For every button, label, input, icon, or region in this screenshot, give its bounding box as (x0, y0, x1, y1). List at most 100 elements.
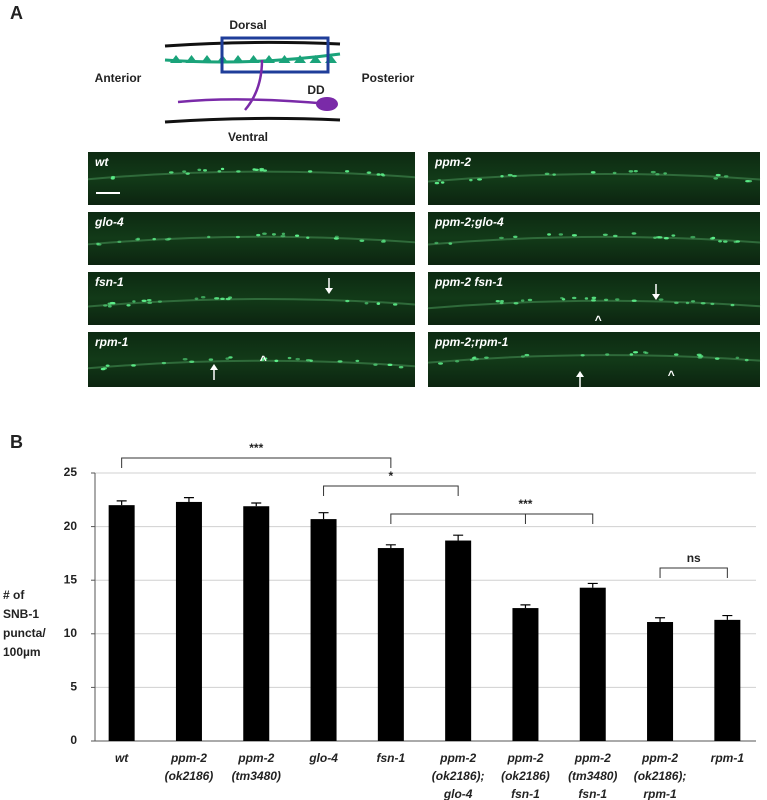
puncta (334, 235, 339, 239)
puncta (655, 173, 660, 176)
puncta (185, 172, 190, 175)
puncta (164, 238, 171, 241)
x-tick-label-line: (tm3480) (568, 769, 617, 783)
synapse (247, 55, 260, 63)
puncta (281, 232, 286, 236)
synapse (294, 55, 306, 63)
posterior-label: Posterior (362, 71, 415, 85)
puncta (381, 240, 386, 243)
puncta (217, 170, 222, 173)
axon-trace (87, 235, 416, 246)
puncta (280, 234, 286, 238)
puncta (376, 302, 381, 305)
puncta (141, 299, 147, 302)
x-tick-label-line: rpm-1 (643, 787, 677, 800)
puncta (398, 366, 404, 369)
arrow-head (652, 294, 660, 300)
caret: ^ (259, 353, 266, 367)
puncta (547, 233, 551, 236)
puncta (650, 170, 656, 174)
puncta (713, 177, 719, 180)
puncta (520, 299, 525, 302)
puncta (572, 296, 577, 300)
x-tick-label: ppm-2 (tm3480) fsn-1 (568, 751, 617, 800)
puncta (373, 363, 378, 366)
puncta (262, 232, 267, 235)
puncta (381, 174, 386, 177)
puncta (225, 357, 230, 360)
micrographs: wt ppm-2 glo-4 ppm-2;glo-4 fsn-1 ppm-2 fsn-1 r… (87, 152, 761, 387)
puncta (584, 297, 589, 300)
puncta (434, 181, 440, 185)
puncta (220, 297, 225, 301)
x-tick-label-line: ppm-2 (574, 751, 611, 765)
puncta (220, 167, 225, 171)
x-tick-label-line: ppm-2 (506, 751, 543, 765)
puncta (495, 299, 500, 303)
y-tick-label: 20 (64, 519, 78, 533)
puncta (147, 301, 153, 305)
puncta (631, 299, 637, 302)
x-tick-label: ppm-2 (ok2186) (165, 751, 214, 783)
x-tick-label-line: (ok2186); (634, 769, 687, 783)
x-tick-label-line: rpm-1 (711, 751, 745, 765)
puncta (499, 301, 504, 305)
puncta (448, 242, 453, 245)
puncta (561, 298, 566, 301)
synapse (309, 55, 322, 63)
puncta (111, 175, 116, 179)
puncta (387, 363, 393, 367)
caret: ^ (667, 368, 674, 382)
puncta (655, 236, 661, 239)
puncta (477, 178, 483, 181)
puncta (359, 239, 365, 242)
bar (175, 501, 202, 741)
bar (579, 587, 606, 741)
puncta (513, 302, 519, 305)
puncta (690, 235, 696, 239)
bar (714, 619, 741, 741)
puncta (469, 178, 473, 182)
image-label: rpm-1 (95, 335, 129, 349)
puncta (615, 298, 620, 301)
synapse (263, 55, 275, 63)
puncta (633, 169, 638, 173)
puncta (723, 240, 728, 243)
puncta (146, 298, 152, 302)
puncta (500, 300, 504, 303)
puncta (306, 236, 310, 239)
puncta (182, 170, 187, 173)
puncta (274, 359, 279, 363)
puncta (735, 356, 740, 360)
puncta (392, 303, 398, 306)
puncta (511, 174, 517, 178)
puncta (262, 357, 268, 360)
puncta (711, 236, 716, 240)
puncta (105, 364, 110, 367)
x-tick-label: rpm-1 (711, 751, 745, 765)
axon-trace (427, 172, 761, 183)
puncta (294, 234, 300, 237)
x-tick-label-line: ppm-2 (237, 751, 274, 765)
puncta (580, 354, 585, 357)
caret: ^ (594, 313, 601, 327)
puncta (591, 296, 597, 300)
puncta (628, 170, 634, 173)
puncta (499, 236, 504, 240)
x-tick-label: wt (115, 751, 129, 765)
puncta (168, 171, 174, 174)
puncta (471, 357, 476, 360)
puncta (605, 353, 610, 356)
puncta (613, 234, 618, 238)
puncta (643, 351, 647, 354)
puncta (109, 301, 115, 305)
significance-bracket (659, 567, 728, 578)
puncta (194, 297, 199, 300)
y-tick-label: 25 (64, 465, 78, 479)
axon-trace (427, 235, 761, 246)
x-tick-label: ppm-2 (ok2186) fsn-1 (501, 751, 550, 800)
puncta (214, 297, 220, 300)
puncta (714, 357, 720, 360)
x-tick-label: glo-4 (308, 751, 338, 765)
x-tick-label-line: fsn-1 (511, 787, 540, 800)
